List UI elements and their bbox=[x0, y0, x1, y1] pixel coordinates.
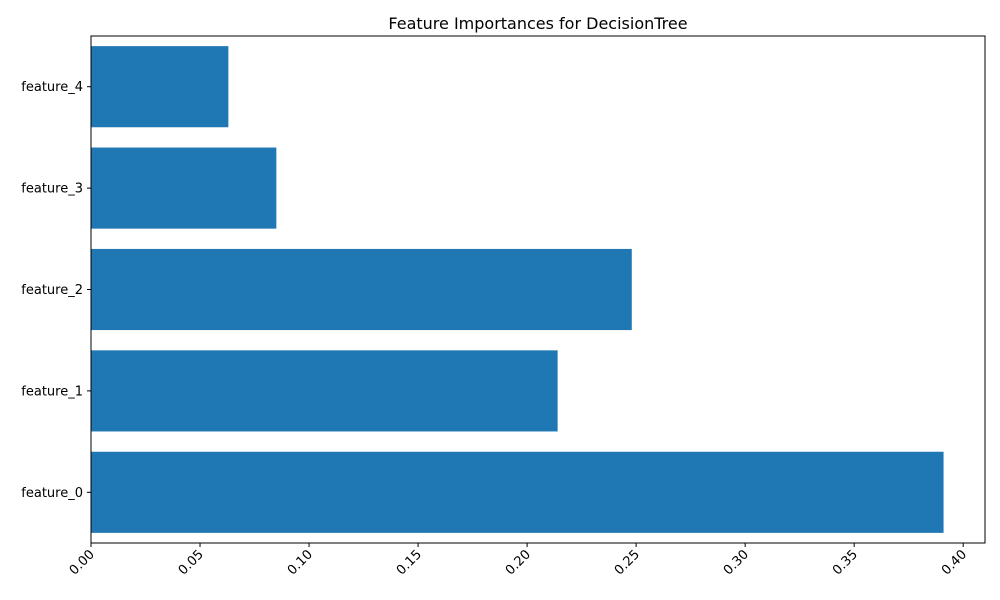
bar-feature_2 bbox=[91, 248, 632, 331]
bars-layer bbox=[91, 46, 944, 533]
bar-feature_0 bbox=[91, 451, 944, 533]
x-tick-label: 0.00 bbox=[67, 547, 98, 578]
bar-feature_3 bbox=[91, 147, 277, 229]
y-tick-label: feature_2 bbox=[21, 283, 83, 298]
x-tick-label: 0.05 bbox=[176, 547, 207, 578]
x-tick-label: 0.10 bbox=[285, 547, 316, 578]
x-tick-label: 0.35 bbox=[830, 547, 861, 578]
x-tick-label: 0.15 bbox=[394, 547, 425, 578]
chart-title: Feature Importances for DecisionTree bbox=[388, 14, 687, 33]
y-tick-label: feature_3 bbox=[21, 182, 83, 197]
bar-feature_4 bbox=[91, 46, 229, 128]
y-tick-label: feature_1 bbox=[21, 384, 83, 399]
x-tick-label: 0.25 bbox=[612, 547, 643, 578]
bar-feature_1 bbox=[91, 350, 558, 432]
y-tick-label: feature_0 bbox=[21, 486, 83, 501]
x-tick-label: 0.40 bbox=[939, 547, 970, 578]
x-tick-label: 0.20 bbox=[503, 547, 534, 578]
x-tick-label: 0.30 bbox=[721, 547, 752, 578]
y-tick-label: feature_4 bbox=[21, 80, 83, 95]
